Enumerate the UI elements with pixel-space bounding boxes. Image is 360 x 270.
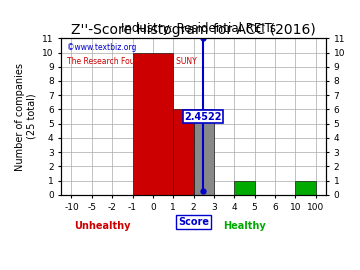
Text: Healthy: Healthy [223,221,266,231]
X-axis label: Score: Score [178,217,209,227]
Text: 2.4522: 2.4522 [184,112,221,122]
Bar [234,181,255,195]
Text: The Research Foundation of SUNY: The Research Foundation of SUNY [67,57,196,66]
Text: ©www.textbiz.org: ©www.textbiz.org [67,43,136,52]
Bar [295,181,316,195]
Title: Z''-Score Histogram for ACC (2016): Z''-Score Histogram for ACC (2016) [71,23,316,37]
Y-axis label: Number of companies
(25 total): Number of companies (25 total) [15,63,37,171]
Text: Unhealthy: Unhealthy [74,221,130,231]
Text: Industry: Residential REITs: Industry: Residential REITs [121,22,275,35]
Bar [173,109,194,195]
Bar [194,109,214,195]
Bar [132,52,173,195]
